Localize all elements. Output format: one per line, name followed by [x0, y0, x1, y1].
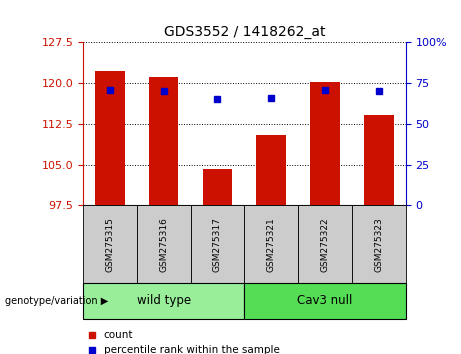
- Text: GSM275316: GSM275316: [159, 217, 168, 272]
- Bar: [256, 135, 286, 205]
- Text: wild type: wild type: [136, 295, 191, 307]
- Text: count: count: [104, 330, 133, 339]
- Bar: [83, 205, 137, 283]
- Bar: [203, 169, 232, 205]
- Bar: [95, 71, 124, 205]
- Bar: [298, 205, 352, 283]
- Bar: [83, 283, 244, 319]
- Text: GSM275315: GSM275315: [106, 217, 114, 272]
- Text: GSM275317: GSM275317: [213, 217, 222, 272]
- Text: GSM275322: GSM275322: [320, 217, 330, 272]
- Bar: [244, 283, 406, 319]
- Title: GDS3552 / 1418262_at: GDS3552 / 1418262_at: [164, 25, 325, 39]
- Text: percentile rank within the sample: percentile rank within the sample: [104, 346, 280, 354]
- Bar: [352, 205, 406, 283]
- Text: GSM275321: GSM275321: [267, 217, 276, 272]
- Text: genotype/variation ▶: genotype/variation ▶: [5, 296, 108, 306]
- Bar: [149, 77, 178, 205]
- Bar: [137, 205, 190, 283]
- Bar: [364, 115, 394, 205]
- Bar: [190, 205, 244, 283]
- Text: GSM275323: GSM275323: [374, 217, 383, 272]
- Text: Cav3 null: Cav3 null: [297, 295, 353, 307]
- Bar: [244, 205, 298, 283]
- Bar: [310, 81, 340, 205]
